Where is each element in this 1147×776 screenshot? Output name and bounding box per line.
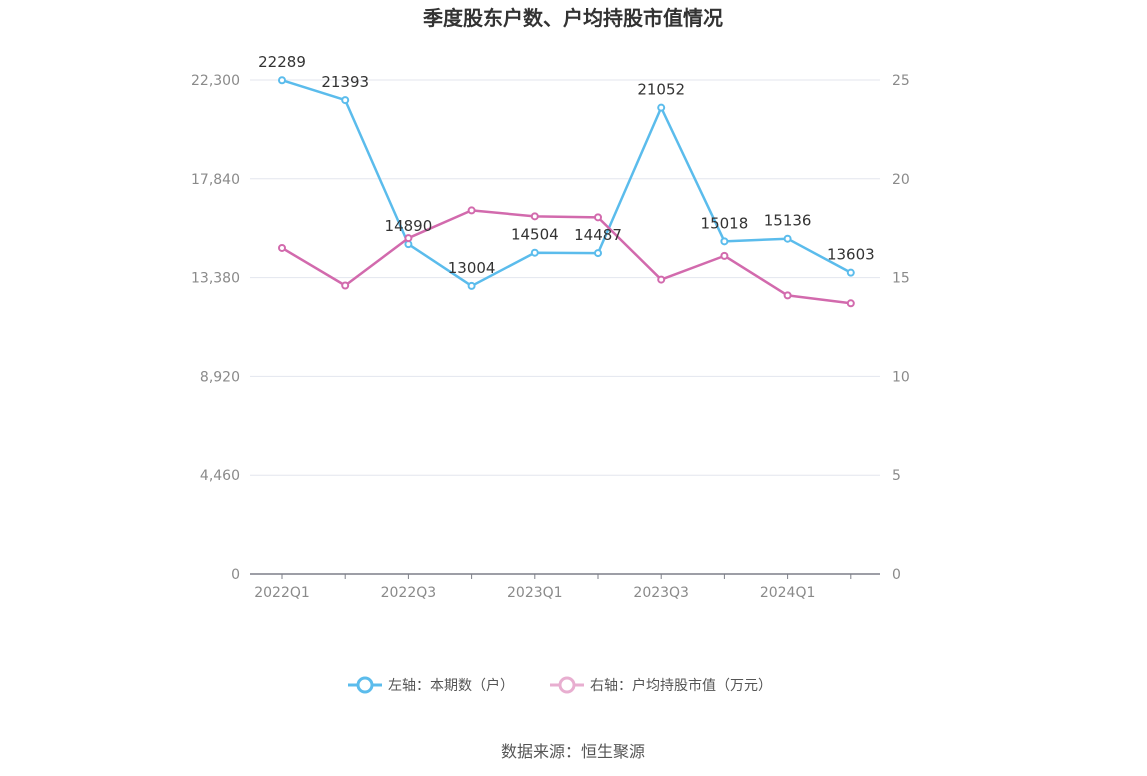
series-line-right <box>281 209 851 305</box>
left-axis-tick-label: 22,300 <box>191 73 240 89</box>
data-label-left: 21393 <box>321 73 369 91</box>
right-axis-tick-label: 15 <box>892 271 910 287</box>
data-point-left[interactable] <box>783 234 792 243</box>
right-axis-tick-label: 10 <box>892 369 910 385</box>
right-axis-tick-label: 20 <box>892 172 910 188</box>
data-label-left: 14890 <box>385 217 433 235</box>
data-point-right[interactable] <box>846 299 855 308</box>
x-axis-tick-label: 2024Q1 <box>760 585 816 601</box>
series-layer <box>278 76 855 308</box>
left-axis-tick-label: 17,840 <box>191 172 240 188</box>
x-axis-tick-label: 2022Q3 <box>381 585 437 601</box>
left-axis-tick-label: 8,920 <box>200 369 240 385</box>
data-point-left[interactable] <box>530 248 539 257</box>
legend-left-series-label: 左轴：本期数（户） <box>388 677 514 694</box>
data-point-right[interactable] <box>657 275 666 284</box>
data-point-right[interactable] <box>594 213 602 222</box>
grid <box>250 79 880 476</box>
data-label-left: 14504 <box>511 226 559 244</box>
left-axis-tick-label: 4,460 <box>200 468 240 484</box>
legend-left-series-swatch-marker <box>356 676 374 694</box>
data-point-right[interactable] <box>341 281 350 290</box>
series-line-left <box>281 79 852 288</box>
data-label-left: 13603 <box>827 246 875 264</box>
legend-right-series-swatch-marker <box>558 676 576 694</box>
chart-title: 季度股东户数、户均持股市值情况 <box>422 6 723 30</box>
data-point-left[interactable] <box>594 249 602 258</box>
x-axis-tick-label: 2022Q1 <box>254 585 310 601</box>
data-source: 数据来源：恒生聚源 <box>501 742 645 761</box>
data-label-left: 13004 <box>448 259 496 277</box>
data-label-left: 15018 <box>701 214 749 232</box>
data-label-left: 22289 <box>258 53 306 71</box>
data-point-right[interactable] <box>783 291 792 300</box>
data-point-left[interactable] <box>278 76 286 85</box>
x-axis-tick-label: 2023Q1 <box>507 585 563 601</box>
x-axis-tick-label: 2023Q3 <box>633 585 689 601</box>
legend-right-series-label: 右轴：户均持股市值（万元） <box>590 677 772 694</box>
data-point-right[interactable] <box>530 212 539 221</box>
data-label-left: 15136 <box>764 212 812 230</box>
legend: 左轴：本期数（户） 右轴：户均持股市值（万元） <box>348 676 772 694</box>
right-axis-tick-label: 25 <box>892 73 910 89</box>
left-axis-tick-label: 0 <box>231 567 240 583</box>
left-axis-tick-label: 13,380 <box>191 271 240 287</box>
legend-item-left-series[interactable]: 左轴：本期数（户） <box>348 676 514 694</box>
data-labels: 22289 21393 14890 13004 14504 14487 21052 15018… <box>258 53 875 277</box>
right-axis-tick-label: 0 <box>892 567 901 583</box>
data-point-left[interactable] <box>341 96 350 105</box>
data-point-left[interactable] <box>720 237 729 246</box>
data-label-left: 21052 <box>637 81 685 99</box>
data-point-right[interactable] <box>278 243 286 252</box>
data-label-left: 14487 <box>574 226 622 244</box>
legend-item-right-series[interactable]: 右轴：户均持股市值（万元） <box>550 676 772 694</box>
data-point-left[interactable] <box>467 281 476 290</box>
data-point-left[interactable] <box>657 103 666 112</box>
data-point-right[interactable] <box>467 206 476 215</box>
data-point-right[interactable] <box>720 251 729 260</box>
axes: 0 4,460 8,920 13,380 17,840 22,300 0 5 10 15 20 25 2… <box>191 73 910 601</box>
data-point-right[interactable] <box>404 234 413 243</box>
right-axis-tick-label: 5 <box>892 468 901 484</box>
data-point-left[interactable] <box>846 268 855 277</box>
